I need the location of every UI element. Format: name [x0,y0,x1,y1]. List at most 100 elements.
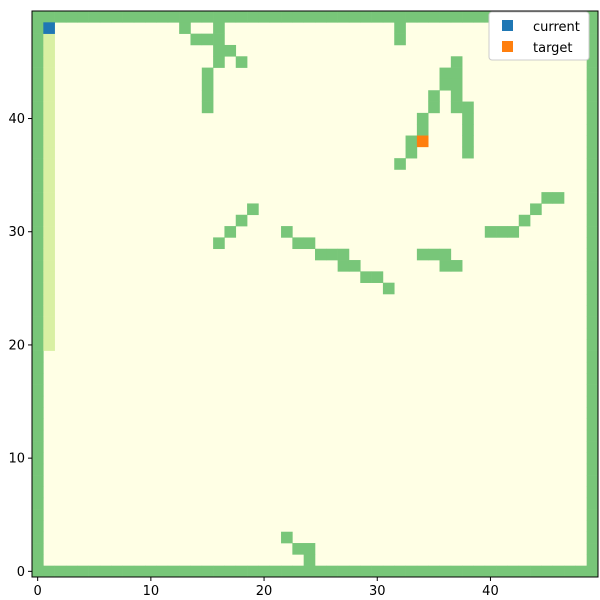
border-wall-cell [586,146,599,159]
border-wall-cell [258,11,271,23]
wall-cell [541,192,554,204]
border-wall-cell [541,565,554,578]
wall-cell [416,124,429,136]
wall-cell [518,214,531,227]
border-wall-cell [32,316,44,329]
border-wall-cell [586,158,599,170]
border-wall-cell [201,11,214,23]
border-wall-cell [32,169,44,182]
y-tick-label: 10 [8,452,25,467]
border-wall-cell [371,565,384,578]
border-wall-cell [145,565,157,578]
border-wall-cell [586,475,599,487]
border-wall-cell [586,441,599,453]
wall-cell [201,101,214,114]
border-wall-cell [586,180,599,193]
wall-cell [462,101,474,114]
border-wall-cell [586,339,599,351]
border-wall-cell [32,441,44,453]
border-wall-cell [32,463,44,476]
wall-cell [484,226,497,238]
border-wall-cell [586,271,599,283]
visited-cell [43,90,55,102]
wall-cell [462,146,474,159]
wall-cell [201,90,214,102]
border-wall-cell [586,67,599,80]
wall-cell [428,101,440,114]
visited-cell [43,146,55,159]
border-wall-cell [54,565,67,578]
border-wall-cell [586,407,599,419]
border-wall-cell [32,248,44,261]
border-wall-cell [32,407,44,419]
grid-cells [32,11,599,578]
border-wall-cell [586,112,599,125]
wall-cell [450,67,463,80]
border-wall-cell [586,463,599,476]
wall-cell [303,237,316,250]
border-wall-cell [586,226,599,238]
y-tick-label: 20 [8,338,25,353]
border-wall-cell [586,78,599,91]
border-wall-cell [111,565,123,578]
border-wall-cell [32,497,44,510]
legend-target-label: target [533,41,573,56]
border-wall-cell [235,11,248,23]
visited-cell [43,56,55,68]
border-wall-cell [348,11,361,23]
border-wall-cell [586,248,599,261]
border-wall-cell [32,384,44,397]
y-tick-label: 40 [8,112,25,127]
border-wall-cell [32,135,44,148]
legend-box [488,11,590,61]
border-wall-cell [269,565,282,578]
border-wall-cell [586,361,599,374]
border-wall-cell [586,384,599,397]
legend: current target [488,11,590,61]
border-wall-cell [337,565,350,578]
border-wall-cell [348,565,361,578]
border-wall-cell [32,429,44,442]
border-wall-cell [32,90,44,102]
wall-cell [371,271,384,283]
border-wall-cell [337,11,350,23]
wall-cell [462,135,474,148]
border-wall-cell [292,11,304,23]
border-wall-cell [179,565,191,578]
wall-cell [360,271,372,283]
border-wall-cell [586,33,599,46]
border-wall-cell [179,11,191,23]
border-wall-cell [428,11,440,23]
border-wall-cell [32,554,44,566]
border-wall-cell [77,565,89,578]
current-cell [43,22,55,34]
wall-cell [450,101,463,114]
border-wall-cell [269,11,282,23]
border-wall-cell [32,260,44,272]
wall-cell [530,203,542,216]
border-wall-cell [111,11,123,23]
visited-cell [43,67,55,80]
wall-cell [405,135,418,148]
visited-cell [43,44,55,57]
border-wall-cell [32,124,44,136]
wall-cell [179,22,191,34]
x-axis-ticks: 0 10 20 30 40 [34,577,499,599]
border-wall-cell [32,67,44,80]
border-wall-cell [518,565,531,578]
wall-cell [439,78,452,91]
wall-cell [292,543,304,555]
border-wall-cell [496,565,508,578]
border-wall-cell [450,565,463,578]
border-wall-cell [167,11,180,23]
wall-cell [201,67,214,80]
border-wall-cell [32,305,44,317]
border-wall-cell [145,11,157,23]
border-wall-cell [586,554,599,566]
border-wall-cell [258,565,271,578]
border-wall-cell [586,169,599,182]
visited-cell [43,248,55,261]
wall-cell [394,158,406,170]
visited-cell [43,124,55,136]
